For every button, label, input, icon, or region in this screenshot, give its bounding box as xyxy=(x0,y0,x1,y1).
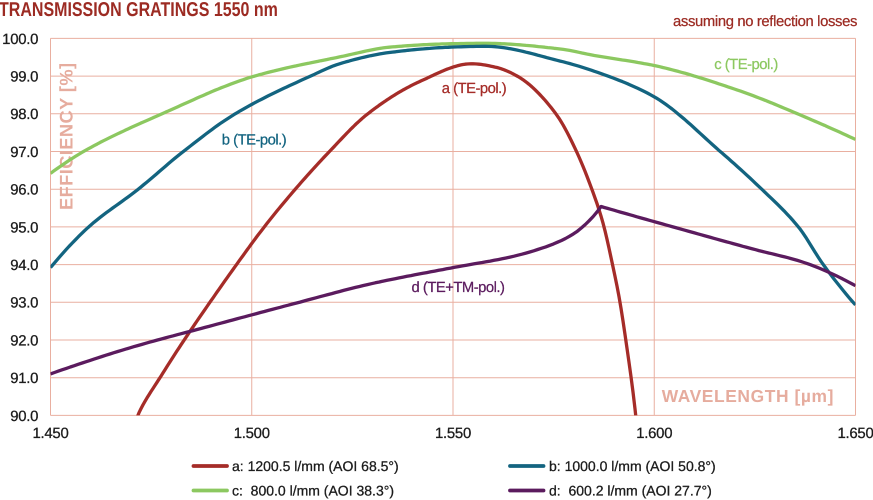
svg-text:98.0: 98.0 xyxy=(10,107,38,123)
svg-text:95.0: 95.0 xyxy=(10,220,38,236)
svg-text:91.0: 91.0 xyxy=(10,371,38,387)
svg-text:WAVELENGTH [µm]: WAVELENGTH [µm] xyxy=(662,386,834,406)
svg-text:EFFICIENCY [%]: EFFICIENCY [%] xyxy=(56,63,77,210)
svg-text:b: 1000.0 l/mm (AOI 50.8°): b: 1000.0 l/mm (AOI 50.8°) xyxy=(549,458,716,474)
svg-text:c (TE-pol.): c (TE-pol.) xyxy=(714,57,778,73)
svg-text:b (TE-pol.): b (TE-pol.) xyxy=(222,133,287,149)
svg-text:c: 800.0 l/mm (AOI 38.3°): c: 800.0 l/mm (AOI 38.3°) xyxy=(232,483,394,499)
svg-text:92.0: 92.0 xyxy=(10,333,38,349)
svg-text:1.450: 1.450 xyxy=(32,426,68,442)
svg-text:1.650: 1.650 xyxy=(837,426,873,442)
svg-text:94.0: 94.0 xyxy=(10,258,38,274)
svg-text:99.0: 99.0 xyxy=(10,70,38,86)
svg-text:1.600: 1.600 xyxy=(636,426,672,442)
svg-text:93.0: 93.0 xyxy=(10,296,38,312)
svg-text:a: 1200.5 l/mm (AOI 68.5°): a: 1200.5 l/mm (AOI 68.5°) xyxy=(232,458,399,474)
svg-text:100.0: 100.0 xyxy=(2,32,38,48)
svg-text:assuming no reflection losses: assuming no reflection losses xyxy=(673,14,857,30)
svg-text:97.0: 97.0 xyxy=(10,145,38,161)
svg-text:TRANSMISSION GRATINGS 1550 nm: TRANSMISSION GRATINGS 1550 nm xyxy=(0,0,278,21)
svg-text:d: 600.2 l/mm (AOI 27.7°): d: 600.2 l/mm (AOI 27.7°) xyxy=(549,483,712,499)
svg-text:90.0: 90.0 xyxy=(10,409,38,425)
svg-text:1.500: 1.500 xyxy=(234,426,270,442)
svg-text:96.0: 96.0 xyxy=(10,183,38,199)
svg-text:1.550: 1.550 xyxy=(435,426,471,442)
svg-text:a (TE-pol.): a (TE-pol.) xyxy=(442,81,507,97)
svg-text:d (TE+TM-pol.): d (TE+TM-pol.) xyxy=(412,280,505,296)
